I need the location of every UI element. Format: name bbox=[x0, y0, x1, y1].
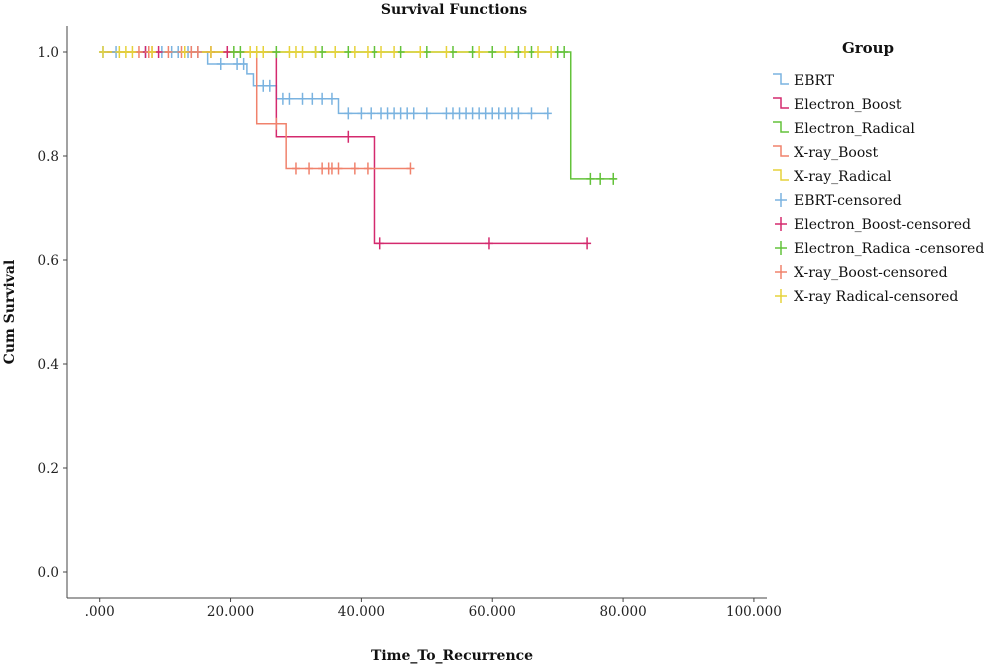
legend-label: X-ray_Boost-censored bbox=[794, 265, 948, 281]
x-tick-label: 100.000 bbox=[726, 604, 782, 620]
legend-label: EBRT-censored bbox=[794, 193, 902, 209]
survival-line-ebrt bbox=[99, 51, 548, 115]
y-ticks: 0.0 0.2 0.4 0.6 0.8 1.0 bbox=[38, 45, 67, 581]
y-tick-label: 0.0 bbox=[38, 565, 59, 581]
chart-title: Survival Functions bbox=[381, 2, 527, 18]
legend-items: EBRT Electron_Boost Electron_Radical X-ray_… bbox=[773, 73, 984, 305]
legend-swatch-line bbox=[773, 145, 789, 157]
series-layer bbox=[98, 46, 618, 250]
y-tick-label: 0.4 bbox=[38, 357, 59, 373]
legend-label: EBRT bbox=[794, 73, 835, 89]
legend-swatch-line bbox=[773, 121, 789, 133]
x-tick-label: 80.000 bbox=[599, 604, 646, 620]
legend-label: Electron_Boost-censored bbox=[794, 217, 971, 233]
x-tick-label: 20.000 bbox=[207, 604, 254, 620]
survival-line-electron-radical bbox=[99, 51, 617, 180]
x-axis-title: Time_To_Recurrence bbox=[371, 648, 533, 664]
y-tick-label: 0.6 bbox=[38, 253, 59, 269]
y-tick-label: 1.0 bbox=[38, 45, 59, 61]
censored-marks-x-ray-radical bbox=[98, 46, 556, 58]
legend-label: X-ray_Boost bbox=[794, 145, 878, 161]
x-ticks: .000 20.000 40.000 60.000 80.000 100.000 bbox=[85, 598, 782, 620]
censored-marks-electron-radical bbox=[229, 46, 618, 185]
x-tick-label: 60.000 bbox=[469, 604, 516, 620]
legend-label: X-ray Radical-censored bbox=[794, 289, 958, 305]
legend-label: Electron_Boost bbox=[794, 97, 902, 113]
legend: Group EBRT Electron_Boost Electron_Radical… bbox=[773, 39, 984, 305]
y-axis-title: Cum Survival bbox=[2, 260, 18, 365]
survival-line-electron-boost bbox=[99, 51, 588, 245]
legend-title: Group bbox=[842, 39, 894, 57]
censored-marks-electron-boost bbox=[141, 46, 592, 250]
legend-swatch-line bbox=[773, 97, 789, 109]
legend-label: Electron_Radica -censored bbox=[794, 241, 984, 257]
y-tick-label: 0.8 bbox=[38, 149, 59, 165]
legend-swatch-line bbox=[773, 169, 789, 181]
legend-swatch-line bbox=[773, 73, 789, 85]
y-tick-label: 0.2 bbox=[38, 461, 59, 477]
x-tick-label: .000 bbox=[85, 604, 115, 620]
censored-marks-ebrt bbox=[98, 46, 552, 120]
censored-marks-x-ray-boost bbox=[134, 46, 415, 175]
legend-label: Electron_Radical bbox=[794, 121, 915, 137]
survival-line-x-ray-boost bbox=[99, 51, 411, 170]
legend-label: X-ray_Radical bbox=[794, 169, 892, 185]
x-tick-label: 40.000 bbox=[338, 604, 385, 620]
